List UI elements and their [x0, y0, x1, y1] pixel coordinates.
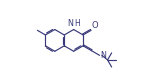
Text: N: N	[100, 51, 106, 60]
Text: O: O	[92, 21, 98, 30]
Text: H: H	[74, 19, 80, 28]
Text: N: N	[68, 19, 73, 28]
